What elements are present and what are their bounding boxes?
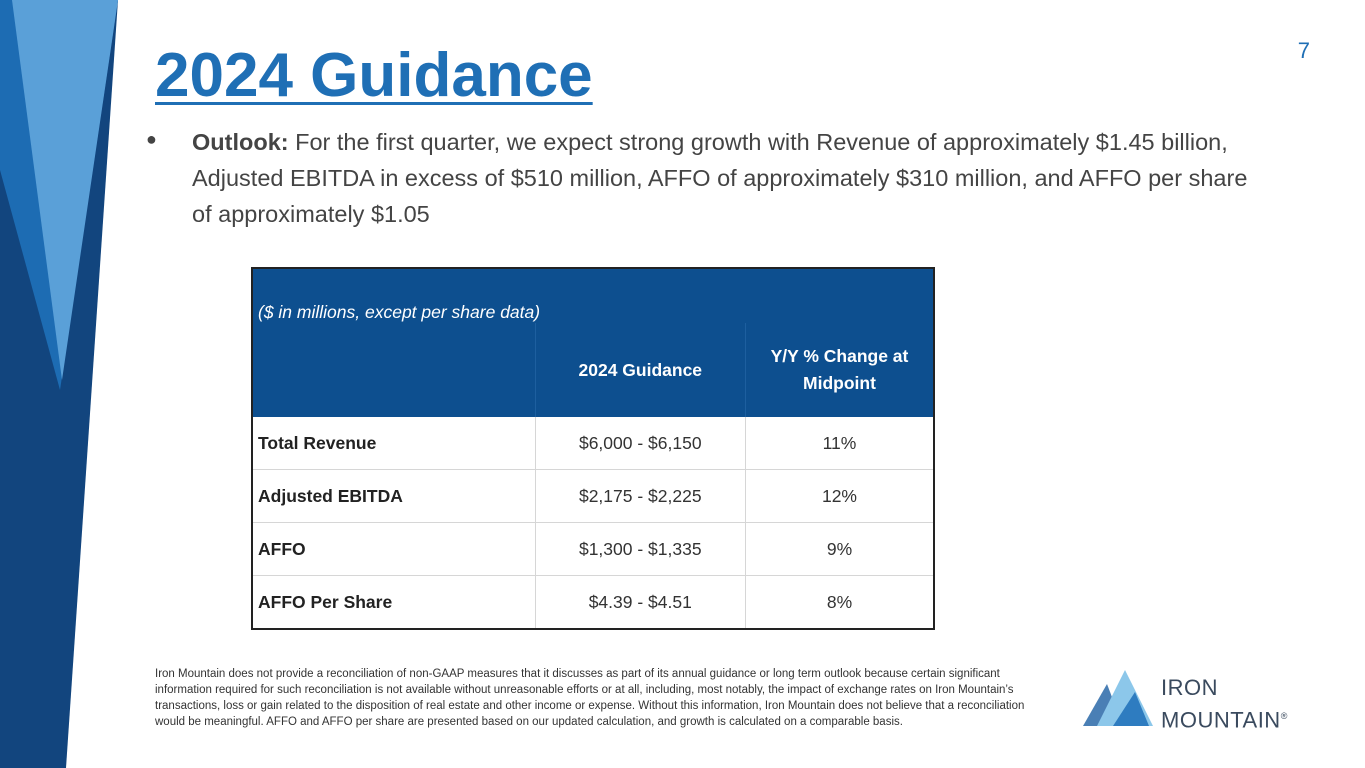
row-change: 9% bbox=[744, 522, 935, 576]
bullet-dot-icon: ● bbox=[146, 129, 157, 149]
table-row: Adjusted EBITDA $2,175 - $2,225 12% bbox=[250, 469, 935, 523]
outlook-lead: Outlook: bbox=[192, 129, 289, 155]
outlook-body: For the first quarter, we expect strong … bbox=[192, 129, 1248, 227]
row-label: AFFO bbox=[250, 522, 536, 576]
row-change: 12% bbox=[744, 469, 935, 523]
logo-line-1: IRON bbox=[1161, 675, 1218, 700]
outlook-text: Outlook: For the first quarter, we expec… bbox=[192, 124, 1256, 232]
iron-mountain-logo: IRON MOUNTAIN® bbox=[1083, 668, 1313, 732]
side-decoration bbox=[0, 0, 118, 768]
table-row: AFFO $1,300 - $1,335 9% bbox=[250, 522, 935, 576]
row-label: Total Revenue bbox=[250, 417, 536, 470]
guidance-table: ($ in millions, except per share data) 2… bbox=[250, 267, 935, 630]
logo-line-2: MOUNTAIN® bbox=[1161, 707, 1288, 733]
column-header-metric bbox=[250, 323, 536, 417]
row-guidance: $2,175 - $2,225 bbox=[534, 469, 746, 523]
logo-wordmark: IRON MOUNTAIN® bbox=[1161, 674, 1288, 734]
footnote: Iron Mountain does not provide a reconci… bbox=[155, 668, 1025, 728]
row-change: 8% bbox=[744, 575, 935, 630]
row-label: Adjusted EBITDA bbox=[250, 469, 536, 523]
row-guidance: $1,300 - $1,335 bbox=[534, 522, 746, 576]
row-guidance: $6,000 - $6,150 bbox=[534, 417, 746, 470]
table-row: Total Revenue $6,000 - $6,150 11% bbox=[250, 417, 935, 470]
mountain-logo-icon bbox=[1083, 670, 1153, 726]
page-title: 2024 Guidance bbox=[155, 41, 593, 110]
page-number: 7 bbox=[1297, 38, 1310, 63]
table-caption: ($ in millions, except per share data) bbox=[251, 267, 935, 323]
row-change: 11% bbox=[744, 417, 935, 470]
row-guidance: $4.39 - $4.51 bbox=[534, 575, 746, 630]
row-label: AFFO Per Share bbox=[250, 575, 536, 630]
outlook-bullet: ● Outlook: For the first quarter, we exp… bbox=[146, 124, 1256, 232]
column-header-yoy-change: Y/Y % Change at Midpoint bbox=[744, 323, 935, 417]
column-header-guidance: 2024 Guidance bbox=[534, 323, 746, 417]
table-row: AFFO Per Share $4.39 - $4.51 8% bbox=[250, 575, 935, 630]
registered-mark: ® bbox=[1280, 711, 1288, 721]
